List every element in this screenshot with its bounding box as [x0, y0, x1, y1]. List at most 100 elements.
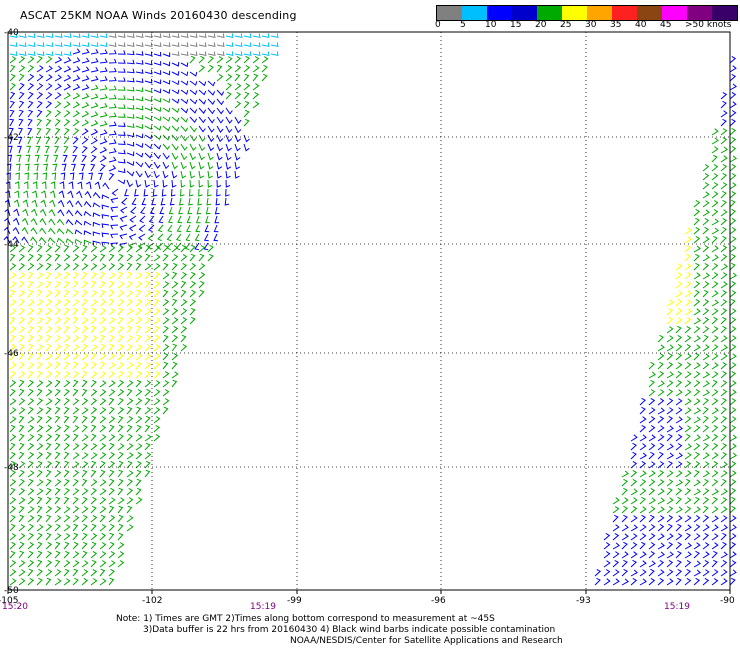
wind-barb [54, 74, 62, 82]
wind-barb [110, 197, 119, 204]
wind-barb [117, 406, 125, 415]
wind-barb [140, 206, 146, 215]
wind-barb [117, 433, 124, 442]
wind-barb [621, 533, 629, 541]
wind-barb [117, 478, 124, 487]
wind-barb [117, 104, 126, 109]
wind-barb [36, 559, 43, 568]
wind-barb [621, 478, 628, 487]
wind-barb [27, 73, 35, 82]
wind-barb [90, 137, 98, 145]
wind-barb [171, 42, 180, 48]
wind-barb [54, 515, 62, 523]
wind-barb [120, 206, 128, 214]
wind-barb [36, 433, 43, 442]
wind-barb [27, 343, 34, 352]
wind-barb [630, 460, 638, 469]
wind-barb [702, 514, 710, 523]
wind-barb [99, 479, 107, 487]
wind-barb [666, 344, 674, 352]
wind-barb [90, 280, 97, 289]
pass-time-mid: 15:19 [250, 602, 276, 612]
wind-barb [54, 469, 62, 478]
wind-barb [180, 98, 189, 105]
wind-barb [108, 362, 116, 370]
wind-barb [666, 533, 674, 541]
wind-barb [135, 353, 143, 361]
wind-barb [9, 82, 16, 91]
wind-barb [144, 125, 153, 130]
wind-barb [178, 197, 184, 206]
wind-barb [90, 578, 98, 586]
wind-barb [108, 42, 117, 48]
wind-barb [153, 134, 162, 141]
wind-barb [171, 343, 178, 352]
wind-barb [720, 424, 728, 433]
wind-barb [684, 325, 692, 334]
wind-barb [720, 344, 728, 352]
wind-barb [54, 460, 61, 469]
wind-barb [99, 85, 108, 91]
wind-barb [18, 127, 23, 136]
wind-barb [639, 452, 647, 460]
wind-barb [9, 33, 18, 39]
wind-barb [162, 371, 170, 379]
wind-barb [153, 271, 160, 280]
wind-barb [72, 42, 81, 48]
wind-barb [117, 443, 125, 451]
wind-barb [108, 460, 116, 469]
wind-barb [72, 253, 80, 262]
wind-barb [684, 353, 692, 361]
wind-barb [180, 134, 188, 142]
wind-barb [135, 397, 143, 406]
wind-barb [675, 425, 683, 433]
wind-barb [729, 560, 737, 568]
wind-barb [54, 496, 61, 505]
wind-barb [139, 215, 146, 224]
wind-barb [675, 533, 683, 541]
wind-barb [108, 253, 115, 262]
wind-barb [135, 406, 142, 415]
wind-barb [119, 215, 128, 222]
wind-barb [45, 451, 52, 460]
wind-barb [693, 362, 701, 370]
wind-barb [693, 569, 701, 577]
wind-barb [117, 362, 125, 370]
wind-barb [27, 442, 35, 451]
wind-barb [18, 109, 24, 118]
wind-barb [657, 551, 665, 559]
wind-barb [63, 254, 71, 262]
wind-barb [729, 236, 737, 244]
wind-barb [30, 217, 38, 226]
wind-barb [108, 317, 116, 325]
wind-barb [729, 389, 737, 397]
wind-barb [603, 532, 611, 541]
wind-barb [141, 197, 147, 206]
wind-barb [189, 161, 196, 170]
wind-barb [180, 179, 186, 188]
wind-barb [117, 122, 126, 127]
wind-barb [684, 236, 692, 244]
wind-barb [36, 361, 43, 370]
wind-barb [153, 280, 161, 289]
wind-barb [243, 42, 252, 48]
wind-barb [18, 244, 26, 253]
wind-barb [63, 263, 71, 271]
wind-barb [4, 217, 11, 226]
wind-barb [126, 370, 133, 379]
wind-barb [72, 344, 80, 352]
wind-barb [657, 479, 665, 487]
wind-barb [128, 224, 137, 232]
wind-barb [657, 542, 665, 550]
wind-barb [189, 307, 196, 316]
wind-barb [9, 424, 16, 433]
wind-barb [648, 389, 656, 397]
wind-barb [729, 83, 737, 91]
wind-barb [81, 577, 89, 586]
wind-barb [198, 263, 206, 271]
wind-barb [117, 131, 126, 136]
wind-barb [126, 179, 134, 188]
wind-barb [621, 568, 628, 577]
wind-barb [702, 406, 709, 415]
wind-barb [612, 524, 620, 532]
